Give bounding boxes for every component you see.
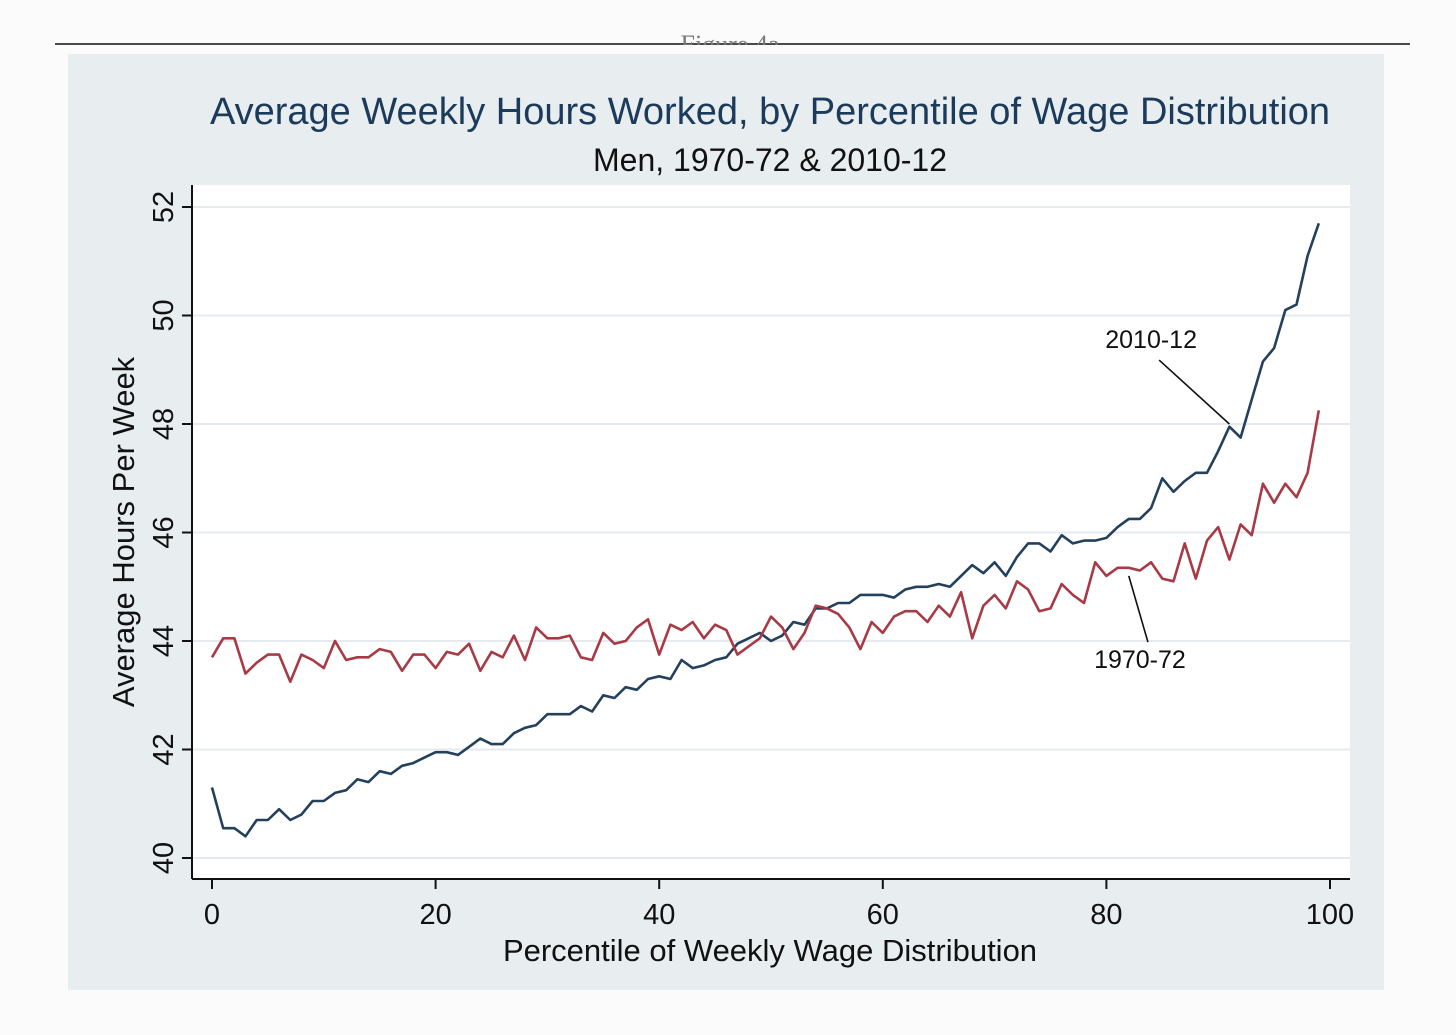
series-label-1970-72: 1970-72 (1094, 646, 1186, 674)
series-label-2010-12: 2010-12 (1105, 326, 1197, 354)
y-axis-label: Average Hours Per Week (106, 356, 141, 707)
series-layer (210, 222, 1321, 838)
series-line-1970-72 (210, 410, 1321, 684)
y-tick-label-42: 42 (148, 733, 180, 765)
x-tick-label-100: 100 (1306, 899, 1354, 931)
chart-title: Average Weekly Hours Worked, by Percenti… (210, 91, 1330, 133)
figure-panel: Average Weekly Hours Worked, by Percenti… (68, 54, 1384, 990)
y-tick-label-44: 44 (148, 625, 180, 657)
x-tick-label-80: 80 (1090, 899, 1122, 931)
chart-subtitle: Men, 1970-72 & 2010-12 (593, 142, 947, 178)
x-tick-label-0: 0 (204, 899, 220, 931)
grid-lines (192, 206, 1350, 859)
x-tick-label-20: 20 (419, 899, 451, 931)
x-tick-label-60: 60 (867, 899, 899, 931)
axes: 0 20 40 60 80 100 40 42 44 46 48 50 52 (148, 185, 1354, 931)
annotation-leader-2010-12 (1158, 359, 1230, 425)
weekly-hours-line-chart: Average Weekly Hours Worked, by Percenti… (106, 91, 1354, 968)
annotation-leader-1970-72 (1127, 575, 1149, 643)
y-tick-label-40: 40 (148, 842, 180, 874)
annotation-layer: 2010-12 1970-72 (1094, 326, 1230, 674)
y-tick-label-50: 50 (148, 299, 180, 331)
series-line-2010-12 (210, 222, 1321, 838)
y-tick-label-46: 46 (148, 516, 180, 548)
figure-caption-cut: Figure 4a (680, 30, 780, 45)
y-tick-label-48: 48 (148, 408, 180, 440)
y-tick-label-52: 52 (148, 191, 180, 223)
x-axis-label: Percentile of Weekly Wage Distribution (503, 933, 1037, 968)
page-top-rule (55, 43, 1410, 45)
x-tick-label-40: 40 (643, 899, 675, 931)
